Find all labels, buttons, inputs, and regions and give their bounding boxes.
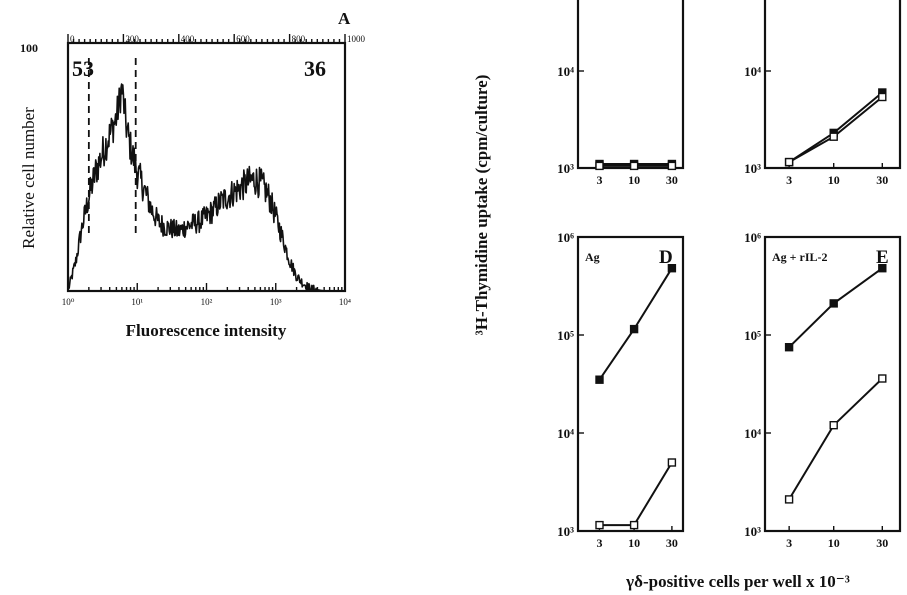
histogram-x-tick-label: 10⁴ — [339, 297, 351, 307]
y-tick-label: 10⁵ — [744, 328, 761, 343]
series-line-filled — [788, 91, 883, 163]
open-square-marker — [784, 157, 794, 167]
filled-square-marker — [667, 264, 677, 273]
panel-condition-label: Ag — [585, 250, 600, 264]
panel-letter-a: A — [338, 9, 351, 28]
filled-square-marker — [878, 264, 887, 273]
panel-top-left: 10³ 10⁴ 3 10 30 — [557, 0, 685, 187]
x-tick-label: 3 — [596, 536, 602, 550]
open-square-marker — [629, 161, 639, 171]
histogram-x-ticks: 10⁰ 10¹ 10² 10³ 10⁴ — [62, 283, 351, 307]
panel-d: 10³ 10⁴ 10⁵ 10⁶ 3 10 30 Ag D — [557, 230, 685, 550]
y-tick-label: 10⁵ — [557, 328, 574, 343]
gate-markers — [87, 58, 137, 238]
left-gate-count: 53 — [72, 56, 94, 81]
histogram-trace — [67, 83, 346, 292]
proliferation-y-axis-label: ³H-Thymidine uptake (cpm/culture) — [472, 75, 491, 336]
top-scale: 0 200 400 600 800 1000 — [67, 34, 366, 44]
histogram-y-axis-label: Relative cell number — [19, 107, 38, 249]
histogram-x-axis-label: Fluorescence intensity — [126, 321, 287, 340]
panel-condition-label: Ag + rIL-2 — [772, 250, 828, 264]
series-line-open — [599, 461, 673, 527]
filled-square-marker — [829, 299, 838, 308]
proliferation-panels: ³H-Thymidine uptake (cpm/culture) γδ-pos… — [472, 0, 902, 591]
series-line-open — [788, 377, 883, 500]
y-tick-label: 10³ — [557, 524, 574, 539]
top-scale-label: 800 — [292, 34, 306, 44]
y-tick-label: 10⁴ — [557, 426, 574, 441]
histogram-x-tick-label: 10¹ — [131, 297, 143, 307]
x-tick-label: 10 — [828, 173, 840, 187]
x-tick-label: 3 — [786, 173, 792, 187]
panel-frame — [763, 0, 902, 170]
y-tick-label: 10⁴ — [557, 64, 574, 79]
open-square-marker — [784, 495, 794, 504]
top-scale-label: 400 — [181, 34, 195, 44]
open-square-marker — [595, 520, 604, 530]
panel-letter: E — [876, 247, 889, 268]
open-square-marker — [629, 520, 639, 530]
x-tick-label: 30 — [876, 536, 888, 550]
y-tick-label: 10³ — [744, 161, 761, 176]
x-tick-label: 30 — [666, 536, 678, 550]
x-tick-label: 10 — [828, 536, 840, 550]
open-square-marker — [595, 161, 604, 171]
filled-square-marker — [629, 324, 639, 334]
proliferation-plots: 10³ 10⁴ 3 10 30 10³ 10⁴ 3 10 30 10³ 10⁴ 10⁵ 10⁶ 3 10 30 A… — [557, 0, 902, 550]
histogram-x-tick-label: 10³ — [270, 297, 282, 307]
proliferation-x-axis-label: γδ-positive cells per well x 10⁻³ — [625, 572, 850, 591]
series-line-filled — [788, 267, 883, 348]
right-gate-count: 36 — [304, 56, 326, 81]
panel-frame — [576, 235, 685, 533]
filled-square-marker — [595, 375, 604, 384]
x-tick-label: 30 — [666, 173, 678, 187]
y-tick-label: 10⁶ — [744, 230, 761, 245]
y-tick-label: 10⁴ — [744, 64, 761, 79]
open-square-marker — [667, 458, 677, 467]
x-tick-label: 30 — [876, 173, 888, 187]
filled-square-marker — [784, 343, 794, 352]
histogram-y-max-label: 100 — [20, 41, 38, 55]
x-tick-label: 3 — [596, 173, 602, 187]
open-square-marker — [878, 374, 887, 383]
open-square-marker — [667, 161, 677, 171]
open-square-marker — [829, 132, 838, 141]
open-square-marker — [878, 92, 887, 102]
open-square-marker — [829, 421, 838, 430]
histogram-x-tick-label: 10⁰ — [62, 297, 75, 307]
y-tick-label: 10³ — [744, 524, 761, 539]
top-scale-label: 1000 — [347, 34, 366, 44]
x-tick-label: 10 — [628, 536, 640, 550]
panel-letter: D — [659, 247, 673, 268]
top-scale-label: 200 — [125, 34, 139, 44]
histogram-x-tick-label: 10² — [201, 297, 213, 307]
histogram-panel: A 100 0 200 400 600 800 1000 10⁰ 10¹ 10² 10³ 10⁴ … — [19, 9, 366, 340]
panel-top-right: 10³ 10⁴ 3 10 30 — [744, 0, 902, 187]
x-tick-label: 3 — [786, 536, 792, 550]
panel-e: 10³ 10⁴ 10⁵ 10⁶ 3 10 30 Ag + rIL-2 E — [744, 230, 902, 550]
top-scale-label: 600 — [236, 34, 250, 44]
panel-frame — [576, 0, 685, 170]
y-tick-label: 10⁶ — [557, 230, 574, 245]
y-tick-label: 10³ — [557, 161, 574, 176]
top-scale-label: 0 — [70, 34, 75, 44]
series-line-filled — [598, 267, 673, 381]
y-tick-label: 10⁴ — [744, 426, 761, 441]
x-tick-label: 10 — [628, 173, 640, 187]
panel-frame — [763, 235, 902, 533]
